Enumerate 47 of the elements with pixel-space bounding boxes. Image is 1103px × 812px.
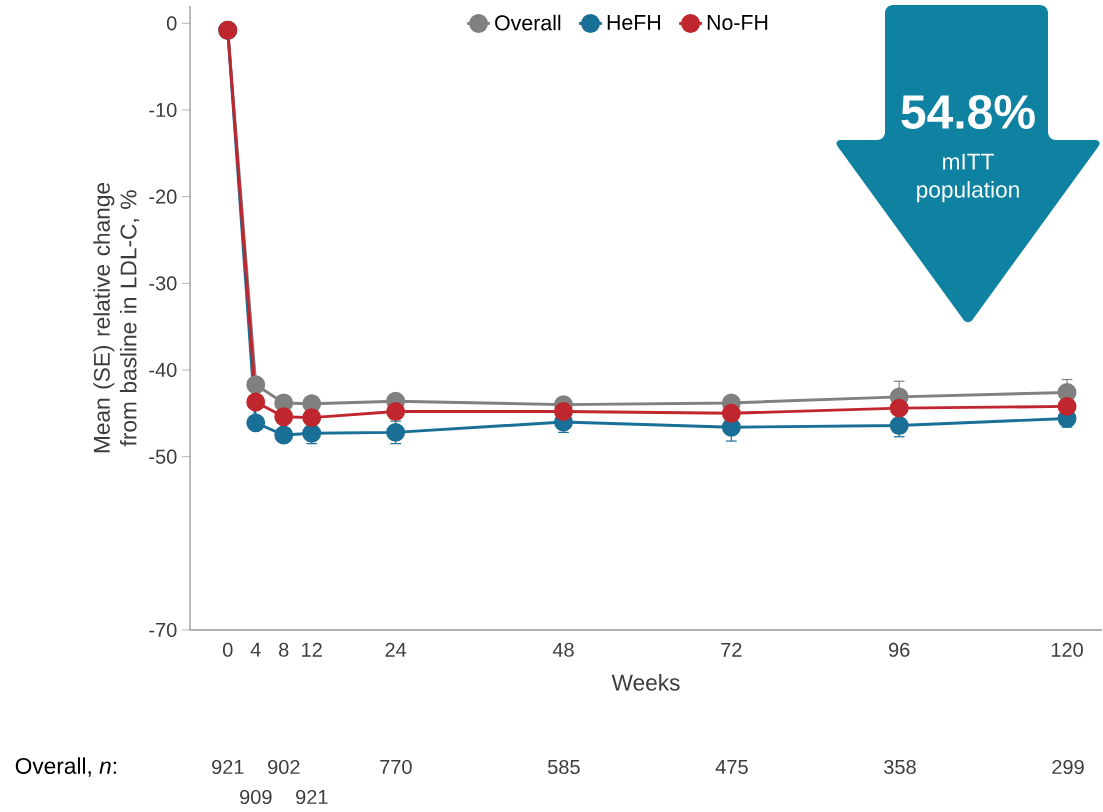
text: 921	[212, 759, 244, 775]
point	[302, 423, 322, 443]
y-tick-label: -10	[149, 102, 177, 118]
text: 902	[268, 759, 300, 775]
point	[246, 375, 266, 395]
x-tick-label: 48	[552, 642, 574, 657]
y-tick-label: -40	[149, 362, 177, 378]
text: Overall, n:	[15, 757, 116, 777]
x-axis-title: Weeks	[611, 674, 680, 691]
point	[889, 415, 909, 435]
text: 770	[380, 759, 412, 775]
legend-label: Overall	[495, 14, 561, 31]
text: 909	[240, 789, 272, 805]
x-tick-label: 120	[1051, 642, 1083, 657]
y-tick-label: -70	[149, 622, 177, 638]
y-tick-label: -30	[149, 276, 177, 291]
point	[274, 425, 294, 445]
x-tick-label: 4	[250, 642, 261, 657]
text: 921	[296, 789, 328, 805]
text: 585	[548, 759, 580, 775]
point	[889, 398, 909, 418]
x-tick-label: 8	[279, 642, 289, 657]
point	[386, 402, 406, 422]
point	[274, 407, 294, 427]
point	[246, 392, 266, 412]
point	[302, 408, 322, 428]
x-tick-label: 24	[385, 642, 407, 657]
y-tick-label: 0	[166, 16, 177, 31]
point	[246, 413, 266, 433]
text: 358	[884, 759, 916, 775]
point	[1057, 396, 1077, 416]
y-axis-title: Mean (SE) relative change from basline in LDL-C, %	[93, 182, 140, 453]
y-tick-label: -50	[149, 449, 177, 464]
x-tick-label: 96	[889, 642, 910, 657]
text: 299	[1052, 759, 1084, 775]
annotation: mITT population	[917, 153, 1019, 203]
legend-label: HeFH	[607, 15, 660, 30]
x-tick-label: 0	[222, 642, 233, 657]
y-tick-label: -20	[149, 189, 177, 204]
x-tick-label: 72	[721, 642, 742, 657]
point	[721, 403, 741, 423]
point	[386, 422, 406, 442]
annotation: 54.8%	[901, 95, 1035, 129]
point	[554, 402, 573, 422]
x-tick-label: 12	[302, 642, 322, 657]
text: 475	[715, 760, 748, 774]
legend-label: No-FH	[707, 15, 768, 30]
